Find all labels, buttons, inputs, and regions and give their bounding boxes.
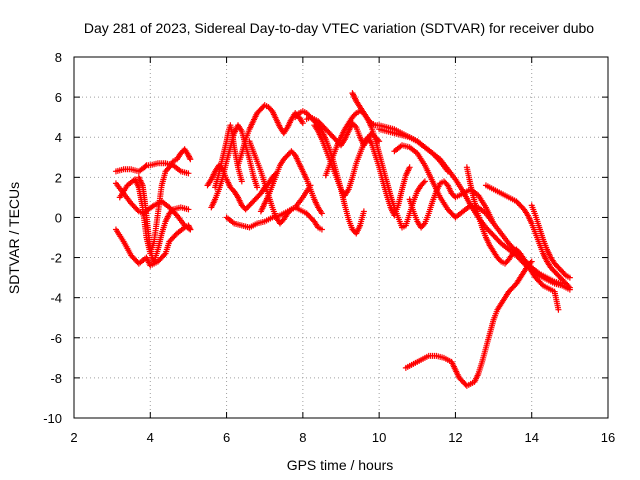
chart-title: Day 281 of 2023, Sidereal Day-to-day VTE… [84, 20, 594, 36]
axis-ticks: 2 4 6 8 10 12 14 16 -10 -8 -6 -4 -2 0 2 4 6 8 [43, 50, 615, 445]
data-point [555, 306, 562, 313]
series-track-20 [406, 178, 497, 231]
data-point [318, 210, 325, 217]
data-point [187, 156, 194, 163]
series-track-2 [112, 160, 192, 177]
series-track-5 [135, 174, 192, 265]
data-point [187, 226, 194, 233]
data-point [299, 120, 306, 127]
data-point [561, 271, 568, 278]
y-tick-label: 6 [55, 90, 62, 105]
y-tick-label: -6 [50, 331, 62, 346]
data-point [254, 184, 261, 191]
data-points [112, 90, 573, 389]
data-point [360, 208, 367, 215]
series-track-3 [112, 180, 194, 233]
data-point [351, 122, 358, 129]
series-track-10 [235, 102, 306, 169]
data-point [490, 220, 497, 227]
data-point [527, 259, 534, 266]
data-point [566, 274, 573, 281]
data-point [161, 251, 168, 258]
data-point [142, 163, 149, 170]
data-point [566, 284, 573, 291]
data-point [406, 164, 413, 171]
data-point [185, 152, 192, 159]
y-axis-label: SDTVAR / TECUs [6, 182, 22, 294]
y-tick-label: 4 [55, 130, 62, 145]
x-tick-label: 2 [70, 430, 77, 445]
data-point [421, 178, 428, 185]
plot-frame [73, 56, 609, 419]
data-point [367, 118, 374, 125]
data-point [351, 94, 358, 101]
data-point [538, 281, 545, 288]
data-point [565, 283, 572, 290]
y-tick-label: 8 [55, 50, 62, 65]
data-point [185, 206, 192, 213]
y-tick-label: -4 [50, 291, 62, 306]
series-track-23 [528, 202, 573, 281]
data-point [420, 179, 427, 186]
data-point [186, 154, 193, 161]
series-track-21 [463, 164, 562, 313]
series-track-24 [402, 258, 535, 389]
data-point [318, 226, 325, 233]
x-tick-label: 12 [448, 430, 462, 445]
data-point [420, 221, 427, 228]
data-point [496, 257, 503, 264]
data-point [351, 95, 358, 102]
data-point [134, 207, 141, 214]
data-point [349, 90, 356, 97]
data-point [287, 207, 294, 214]
series-track-12 [257, 148, 325, 217]
x-tick-label: 16 [601, 430, 615, 445]
data-point [186, 153, 193, 160]
data-point [528, 258, 535, 265]
data-point [351, 111, 358, 118]
y-tick-label: -2 [50, 251, 62, 266]
x-tick-label: 10 [372, 430, 386, 445]
series-track-11 [246, 138, 325, 233]
data-point [168, 207, 175, 214]
data-point [185, 170, 192, 177]
y-tick-label: 0 [55, 210, 62, 225]
y-tick-label: -8 [50, 371, 62, 386]
data-point [172, 211, 179, 218]
x-tick-label: 8 [299, 430, 306, 445]
x-tick-label: 14 [524, 430, 538, 445]
x-tick-label: 4 [147, 430, 154, 445]
series-track-22 [482, 182, 573, 291]
data-point [238, 178, 245, 185]
y-tick-label: -10 [43, 411, 62, 426]
data-point [350, 91, 357, 98]
x-axis-label: GPS time / hours [287, 457, 394, 473]
series-track-6 [204, 162, 280, 213]
x-tick-label: 6 [223, 430, 230, 445]
data-point [350, 92, 357, 99]
y-tick-label: 2 [55, 170, 62, 185]
data-point [294, 111, 301, 118]
